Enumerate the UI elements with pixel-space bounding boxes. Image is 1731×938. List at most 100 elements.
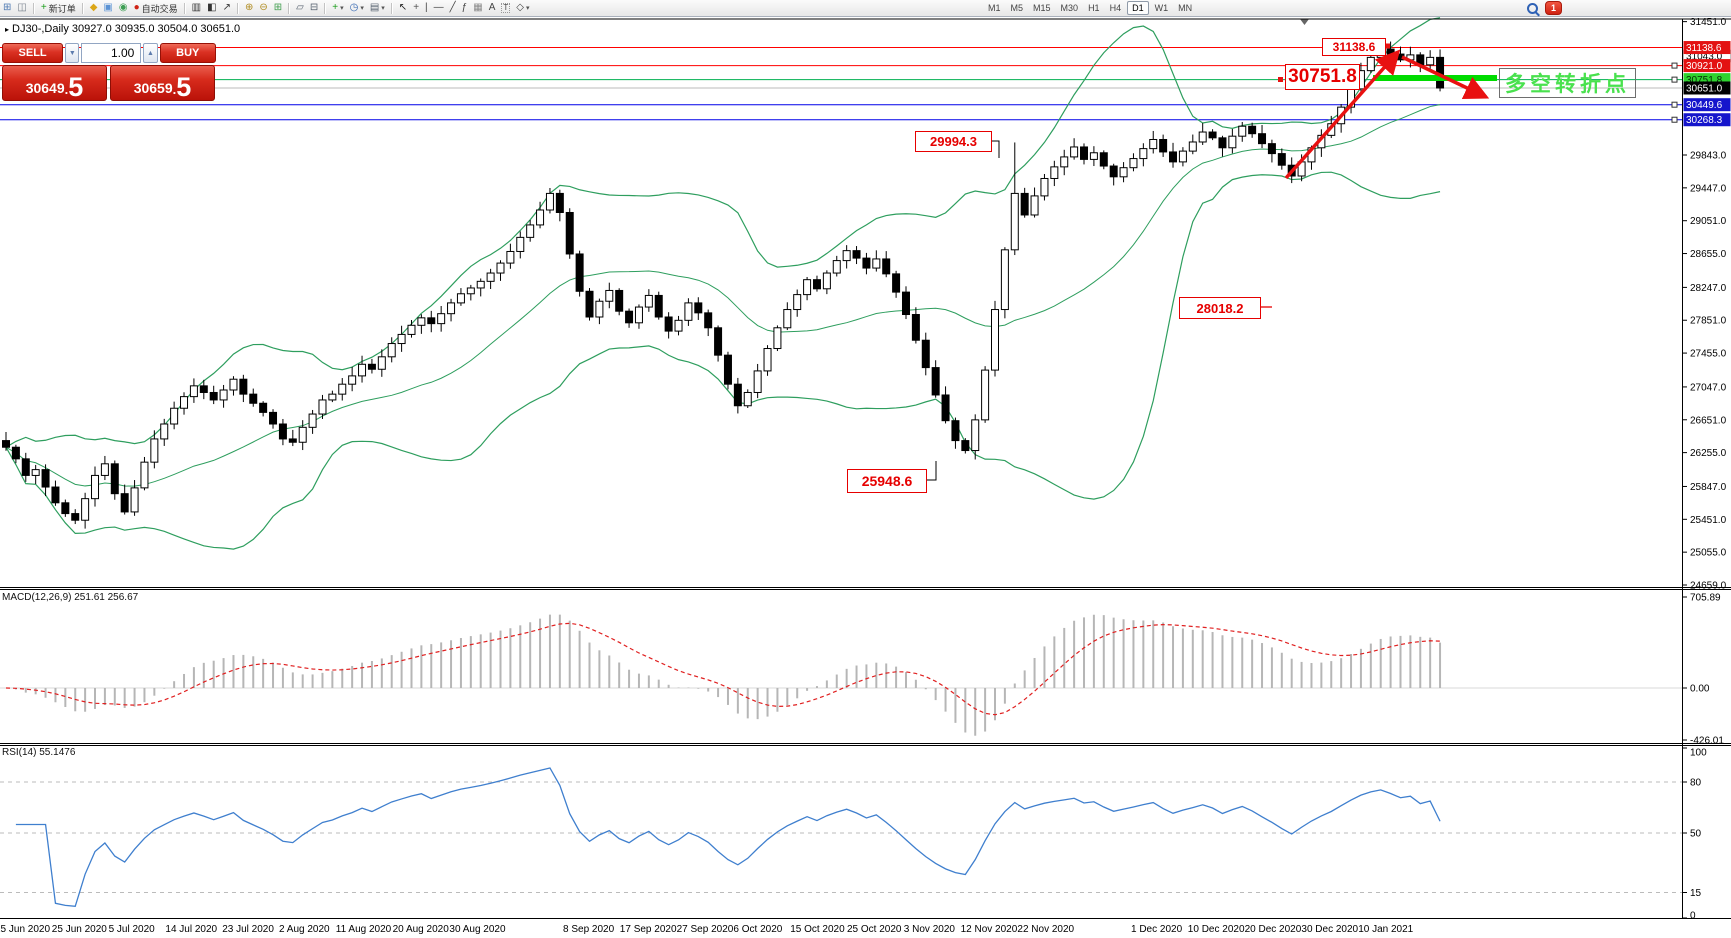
- chart-title: ▸ DJ30-,Daily 30927.0 30935.0 30504.0 306…: [5, 23, 241, 35]
- rsi-line: [15, 767, 1441, 908]
- volume-input[interactable]: 1.00: [81, 43, 142, 63]
- zoom-in-icon: ⊕: [244, 2, 254, 13]
- chart-drawings[interactable]: [925, 19, 1497, 481]
- annotation-price-28018[interactable]: 28018.2: [1179, 297, 1261, 319]
- annotation-price-29994[interactable]: 29994.3: [915, 131, 992, 152]
- price-tick-label: 24659.0: [1690, 581, 1727, 592]
- period-clock-icon: ◷: [349, 2, 359, 13]
- timeframe-m15[interactable]: M15: [1033, 3, 1051, 13]
- bar-chart-mode-button[interactable]: ▥: [189, 1, 204, 15]
- green-highlight-bar[interactable]: [1373, 75, 1497, 81]
- new-order-icon: +: [40, 2, 47, 13]
- price-axis[interactable]: 31451.0 29843.0 29447.0 29051.0 28655.0 28247…: [1671, 17, 1731, 922]
- paint-bucket-button[interactable]: ◆: [87, 1, 101, 15]
- price-tick-label: 29447.0: [1690, 183, 1727, 194]
- buy-price-tile[interactable]: 30659. 5: [110, 65, 215, 101]
- trend-arrow-down[interactable]: [1401, 55, 1490, 100]
- text-tool-button[interactable]: A: [486, 1, 499, 15]
- label-tool-button[interactable]: T: [498, 1, 513, 15]
- label-tool-icon: T: [501, 2, 511, 14]
- period-clock-button[interactable]: ◷ ▾: [347, 1, 367, 15]
- horizontal-line-tool-button[interactable]: —: [431, 1, 447, 15]
- rsi-indicator-label: RSI(14) 55.1476: [2, 747, 76, 758]
- horizontal-line-tool-icon: —: [433, 2, 444, 13]
- annotation-price-30751[interactable]: 30751.8: [1285, 64, 1360, 90]
- level-handle-30449.6[interactable]: [1671, 101, 1678, 108]
- equidistant-channel-tool-button[interactable]: ƒ: [459, 1, 471, 15]
- indicators-button[interactable]: + ▾: [329, 1, 346, 15]
- annotation-price-25948[interactable]: 25948.6: [847, 469, 927, 493]
- level-handle-30268.3[interactable]: [1671, 116, 1678, 123]
- timeframe-mn[interactable]: MN: [1178, 3, 1193, 13]
- cursor-tool-button[interactable]: ↖: [396, 1, 410, 15]
- chevron-down-icon: ▾: [340, 5, 344, 12]
- arrange-windows-button[interactable]: ⊟: [307, 1, 321, 15]
- templates-button[interactable]: ▤ ▾: [367, 1, 388, 15]
- chart-profiles-button[interactable]: ◫: [14, 1, 29, 15]
- sell-button[interactable]: SELL: [2, 43, 64, 63]
- cascade-windows-button[interactable]: ▱: [293, 1, 307, 15]
- toolbar-right: 1: [1527, 0, 1562, 16]
- volume-decrease-button[interactable]: ▼: [65, 43, 80, 63]
- new-order-button[interactable]: + 新订单: [38, 1, 79, 15]
- date-axis[interactable]: 15 Jun 2020 25 Jun 2020 5 Jul 2020 14 Jul 2…: [0, 924, 1414, 935]
- price-tick-label: 25055.0: [1690, 548, 1727, 559]
- price-tick-label: 25847.0: [1690, 482, 1727, 493]
- search-icon[interactable]: [1527, 2, 1538, 14]
- shapes-tool-button[interactable]: ◇ ▾: [513, 1, 532, 15]
- timeframe-d1[interactable]: D1: [1127, 1, 1149, 15]
- price-badge-hidden-label: 31043.0: [1686, 52, 1723, 63]
- timeframe-toolbar: M1 M5 M15 M30 H1 H4 D1 W1 MN: [983, 0, 1197, 16]
- vertical-line-tool-button[interactable]: |: [422, 1, 431, 15]
- crosshair-tool-button[interactable]: +: [410, 1, 422, 15]
- fibonacci-tool-button[interactable]: ▦: [470, 1, 485, 15]
- new-chart-button[interactable]: ⊞: [0, 1, 14, 15]
- timeframe-w1[interactable]: W1: [1154, 3, 1169, 13]
- line-chart-mode-button[interactable]: ↗: [220, 1, 234, 15]
- top-toolbar: ⊞ ◫ + 新订单 ◆ ▣ ◉ ● 自动交易 ▥ ◧ ↗ ⊕ ⊖ ⊞ ▱ ⊟ + ▾ ◷ ▾ ▤ ▾ ↖ + | — ╱ ƒ ▦ A T ◇ ▾ …: [0, 0, 1731, 17]
- volume-increase-button[interactable]: ▲: [143, 43, 158, 63]
- timeframe-m30[interactable]: M30: [1060, 3, 1079, 13]
- level-handle-30751.8[interactable]: [1671, 76, 1678, 83]
- price-tick-label: 25451.0: [1690, 515, 1727, 526]
- price-badge-30921.0: [1683, 59, 1731, 73]
- publish-chart-button[interactable]: ▣: [100, 1, 115, 15]
- candlestick-mode-button[interactable]: ◧: [204, 1, 219, 15]
- timeframe-m1[interactable]: M1: [988, 3, 1001, 13]
- sell-price-tile[interactable]: 30649. 5: [2, 65, 107, 101]
- price-badge-30268.3: [1683, 113, 1731, 127]
- tile-windows-button[interactable]: ⊞: [271, 1, 285, 15]
- notifications-badge[interactable]: 1: [1545, 1, 1562, 15]
- rsi-axis-label: 100: [1690, 748, 1707, 759]
- buy-button[interactable]: BUY: [159, 43, 216, 63]
- buy-price-main: 30659: [133, 80, 173, 97]
- timeframe-h1[interactable]: H1: [1088, 3, 1100, 13]
- date-label: 30 Dec 2020: [1301, 924, 1358, 935]
- level-handle-30921.0[interactable]: [1671, 62, 1678, 69]
- chart-shift-marker[interactable]: [1300, 19, 1309, 25]
- auto-trading-button[interactable]: ● 自动交易: [131, 1, 181, 15]
- bollinger-lower-band: [5, 171, 1441, 550]
- annotation-note-turning-point[interactable]: 多空转折点: [1499, 68, 1636, 98]
- zoom-out-button[interactable]: ⊖: [256, 1, 270, 15]
- trend-arrow-up[interactable]: [1284, 49, 1401, 180]
- zoom-in-button[interactable]: ⊕: [242, 1, 256, 15]
- annotation-price-31138[interactable]: 31138.6: [1322, 38, 1386, 56]
- price-tick-label: 28247.0: [1690, 283, 1727, 294]
- price-badge-label: 30651.0: [1686, 83, 1723, 94]
- chart-profiles-icon: ◫: [17, 2, 27, 13]
- date-label: 27 Sep 2020: [677, 924, 734, 935]
- timeframe-h4[interactable]: H4: [1109, 3, 1122, 13]
- price-tick-label: 28655.0: [1690, 249, 1727, 260]
- signals-button[interactable]: ◉: [116, 1, 131, 15]
- trendline-tool-button[interactable]: ╱: [447, 1, 459, 15]
- rsi-axis-label: 50: [1690, 829, 1702, 840]
- annotation-anchor-31138: [1385, 43, 1390, 49]
- price-tick-label: 29843.0: [1690, 151, 1727, 162]
- crosshair-tool-icon: +: [413, 2, 420, 13]
- price-level-lines[interactable]: [0, 47, 1682, 121]
- timeframe-m5[interactable]: M5: [1010, 3, 1024, 13]
- date-label: 30 Aug 2020: [449, 924, 506, 935]
- panel-borders: [0, 18, 1731, 919]
